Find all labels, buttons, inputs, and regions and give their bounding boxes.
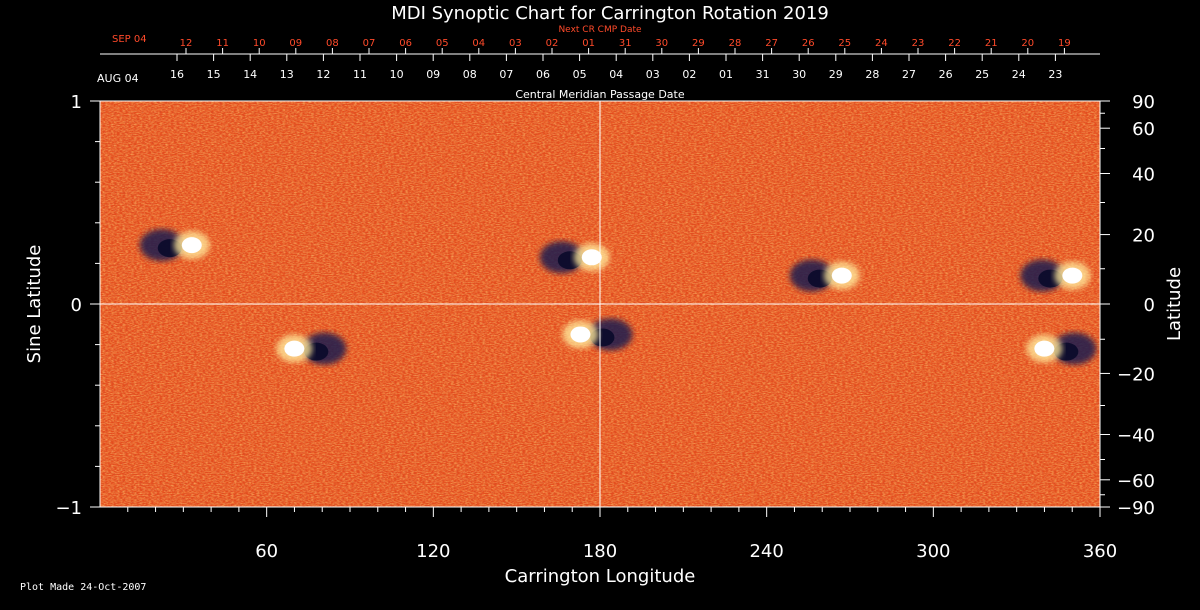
- y-right-tick-label: 40: [1132, 165, 1155, 186]
- cmp-date: 10: [390, 68, 404, 81]
- cmp-date: 15: [207, 68, 221, 81]
- cmp-date: 31: [756, 68, 770, 81]
- cmp-date: 23: [1048, 68, 1062, 81]
- cmp-date: 27: [902, 68, 916, 81]
- next-cr-date: 10: [253, 38, 266, 49]
- cmp-date: 01: [719, 68, 733, 81]
- cmp-date: 11: [353, 68, 367, 81]
- x-tick-label: 360: [1083, 541, 1117, 562]
- y-right-tick-label: 60: [1132, 119, 1155, 140]
- next-cr-date: 26: [802, 38, 815, 49]
- y-right-tick-label: −90: [1117, 498, 1155, 519]
- next-cr-date: 30: [655, 38, 668, 49]
- cmp-date: 02: [682, 68, 696, 81]
- active-region: [789, 259, 860, 292]
- next-cr-date: 25: [838, 38, 851, 49]
- x-tick-label: 120: [416, 541, 450, 562]
- x-tick-label: 180: [583, 541, 617, 562]
- cmp-date: 24: [1012, 68, 1026, 81]
- next-cr-date: 06: [399, 38, 412, 49]
- active-region: [276, 332, 347, 365]
- cmp-date: 06: [536, 68, 550, 81]
- y-right-tick-label: −20: [1117, 364, 1155, 385]
- next-cr-date: 20: [1021, 38, 1034, 49]
- y-right-tick-label: −60: [1117, 471, 1155, 492]
- next-cr-date: 01: [582, 38, 595, 49]
- y-axis-label-left: Sine Latitude: [24, 245, 45, 364]
- cmp-start: AUG 04: [97, 72, 139, 85]
- cmp-date: 07: [499, 68, 513, 81]
- y-right-tick-label: −40: [1117, 425, 1155, 446]
- next-cr-date: 04: [472, 38, 485, 49]
- next-cr-date: 31: [619, 38, 632, 49]
- next-cr-date: 24: [875, 38, 888, 49]
- y-axis-label-right: Latitude: [1164, 267, 1185, 341]
- active-region: [1026, 332, 1097, 365]
- active-region: [539, 241, 610, 274]
- next-cr-date: 19: [1058, 38, 1071, 49]
- next-cr-date: 28: [729, 38, 742, 49]
- next-cr-date: 27: [765, 38, 778, 49]
- cmp-date: 28: [865, 68, 879, 81]
- cmp-label: Central Meridian Passage Date: [515, 88, 684, 101]
- next-cr-date: 08: [326, 38, 339, 49]
- active-region: [562, 318, 633, 351]
- next-cr-date: 12: [180, 38, 193, 49]
- cmp-date: 12: [316, 68, 330, 81]
- plot-area: [99, 100, 1101, 508]
- x-tick-label: 60: [255, 541, 278, 562]
- cmp-date: 26: [939, 68, 953, 81]
- cmp-date: 08: [463, 68, 477, 81]
- cmp-date: 03: [646, 68, 660, 81]
- cmp-date: 04: [609, 68, 623, 81]
- y-right-tick-label: 20: [1132, 226, 1155, 247]
- next-cr-date: 07: [363, 38, 376, 49]
- next-cr-label: Next CR CMP Date: [558, 25, 642, 35]
- y-left-tick-label: 0: [71, 295, 82, 316]
- next-cr-date: 05: [436, 38, 449, 49]
- cmp-date: 13: [280, 68, 294, 81]
- active-region: [1020, 259, 1091, 292]
- x-tick-label: 240: [749, 541, 783, 562]
- active-region: [139, 229, 210, 262]
- next-cr-date: 09: [289, 38, 302, 49]
- y-right-tick-label: 0: [1144, 295, 1155, 316]
- x-tick-label: 300: [916, 541, 950, 562]
- next-cr-date: 23: [912, 38, 925, 49]
- cmp-date: 30: [792, 68, 806, 81]
- next-cr-date: 11: [216, 38, 229, 49]
- x-axis-label: Carrington Longitude: [505, 566, 696, 587]
- plot-made-footer: Plot Made 24-Oct-2007: [20, 582, 146, 593]
- next-cr-date: 21: [985, 38, 998, 49]
- chart-title: MDI Synoptic Chart for Carrington Rotati…: [391, 3, 829, 24]
- next-cr-date: 29: [692, 38, 705, 49]
- cmp-date: 09: [426, 68, 440, 81]
- next-cr-date: 22: [948, 38, 961, 49]
- y-left-tick-label: 1: [71, 92, 82, 113]
- cmp-date: 29: [829, 68, 843, 81]
- next-cr-date: 03: [509, 38, 522, 49]
- date-scales: Next CR CMP Date SEP 04 AUG 04 Central M…: [97, 25, 1100, 101]
- y-right-tick-label: 90: [1132, 92, 1155, 113]
- next-cr-date: 02: [546, 38, 559, 49]
- cmp-date: 05: [573, 68, 587, 81]
- cmp-date: 14: [243, 68, 257, 81]
- cmp-date: 16: [170, 68, 184, 81]
- y-left-tick-label: −1: [55, 498, 82, 519]
- cmp-date: 25: [975, 68, 989, 81]
- next-cr-start: SEP 04: [112, 34, 147, 45]
